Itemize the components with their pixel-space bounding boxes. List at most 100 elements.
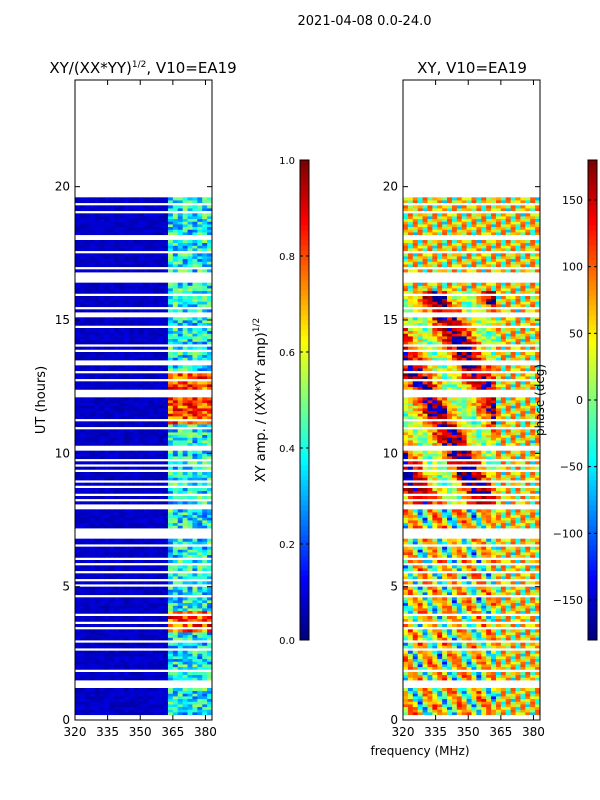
heatmap-cell — [94, 698, 100, 702]
heatmap-cell — [515, 618, 521, 622]
heatmap-cell — [177, 674, 184, 678]
heatmap-cell — [109, 552, 115, 556]
heatmap-cell — [123, 677, 130, 681]
heatmap-cell — [197, 688, 203, 692]
heatmap-cell — [486, 674, 492, 678]
heatmap-cell — [143, 330, 149, 334]
heatmap-cell — [138, 605, 144, 609]
heatmap-cell — [197, 309, 203, 313]
heatmap-cell — [505, 677, 512, 681]
heatmap-cell — [143, 450, 149, 454]
heatmap-cell — [119, 434, 125, 438]
heatmap-cell — [123, 322, 130, 326]
heatmap-cell — [163, 224, 169, 228]
heatmap-cell — [437, 706, 443, 710]
heatmap-cell — [412, 624, 419, 628]
heatmap-cell — [172, 624, 179, 628]
heatmap-cell — [172, 309, 179, 313]
heatmap-cell — [94, 482, 100, 486]
heatmap-cell — [84, 472, 91, 476]
colorbar-segment — [300, 220, 309, 226]
heatmap-cell — [207, 298, 213, 302]
heatmap-cell — [79, 261, 86, 265]
heatmap-cell — [138, 586, 144, 590]
heatmap-cell — [530, 645, 536, 649]
heatmap-cell — [94, 688, 100, 692]
heatmap-cell — [451, 642, 458, 646]
heatmap-cell — [403, 624, 409, 628]
heatmap-cell — [75, 402, 81, 406]
heatmap-cell — [187, 618, 193, 622]
heatmap-cell — [79, 386, 86, 390]
heatmap-cell — [187, 197, 193, 201]
heatmap-cell — [148, 434, 154, 438]
heatmap-cell — [143, 402, 149, 406]
heatmap-cell — [197, 560, 203, 564]
heatmap-cell — [182, 338, 188, 342]
heatmap-cell — [407, 706, 414, 710]
heatmap-cell — [481, 592, 487, 596]
heatmap-cell — [104, 565, 110, 569]
heatmap-cell — [109, 226, 115, 230]
heatmap-cell — [133, 624, 139, 628]
heatmap-cell — [89, 330, 95, 334]
heatmap-cell — [197, 253, 203, 257]
heatmap-cell — [84, 296, 91, 300]
heatmap-cell — [128, 597, 135, 601]
heatmap-cell — [442, 608, 448, 612]
heatmap-cell — [138, 434, 144, 438]
heatmap-cell — [133, 421, 139, 425]
heatmap-cell — [177, 402, 184, 406]
heatmap-cell — [182, 453, 188, 457]
heatmap-cell — [94, 429, 100, 433]
heatmap-cell — [451, 658, 458, 662]
heatmap-cell — [442, 704, 448, 708]
heatmap-cell — [79, 357, 86, 361]
heatmap-cell — [79, 704, 86, 708]
heatmap-cell — [167, 674, 174, 678]
heatmap-cell — [143, 514, 149, 518]
colorbar-segment — [300, 310, 309, 316]
heatmap-cell — [133, 653, 139, 657]
heatmap-cell — [530, 704, 536, 708]
heatmap-cell — [407, 632, 414, 636]
heatmap-cell — [202, 501, 208, 505]
colorbar-segment — [300, 350, 309, 356]
heatmap-cell — [84, 218, 91, 222]
heatmap-cell — [123, 336, 130, 340]
heatmap-cell — [104, 269, 110, 273]
heatmap-cell — [89, 296, 95, 300]
heatmap-cell — [133, 213, 139, 217]
heatmap-cell — [89, 514, 95, 518]
heatmap-cell — [153, 205, 159, 209]
heatmap-cell — [99, 381, 105, 385]
heatmap-cell — [109, 618, 115, 622]
heatmap-cell — [172, 706, 179, 710]
heatmap-cell — [182, 413, 188, 417]
heatmap-cell — [197, 357, 203, 361]
heatmap-cell — [114, 386, 120, 390]
heatmap-cell — [177, 381, 184, 385]
heatmap-cell — [104, 589, 110, 593]
heatmap-cell — [148, 242, 154, 246]
heatmap-cell — [143, 546, 149, 550]
heatmap-cell — [530, 629, 536, 633]
heatmap-cell — [123, 453, 130, 457]
heatmap-cell — [187, 552, 193, 556]
heatmap-cell — [138, 429, 144, 433]
heatmap-cell — [148, 304, 154, 308]
heatmap-cell — [75, 677, 81, 681]
heatmap-cell — [104, 352, 110, 356]
heatmap-cell — [158, 242, 164, 246]
colorbar-segment — [300, 530, 309, 536]
heatmap-cell — [143, 442, 149, 446]
heatmap-cell — [133, 197, 139, 201]
heatmap-cell — [89, 674, 95, 678]
heatmap-cell — [128, 568, 135, 572]
heatmap-cell — [133, 602, 139, 606]
heatmap-cell — [79, 509, 86, 513]
heatmap-cell — [422, 629, 428, 633]
heatmap-cell — [75, 309, 81, 313]
heatmap-cell — [192, 229, 198, 233]
heatmap-cell — [167, 437, 174, 441]
